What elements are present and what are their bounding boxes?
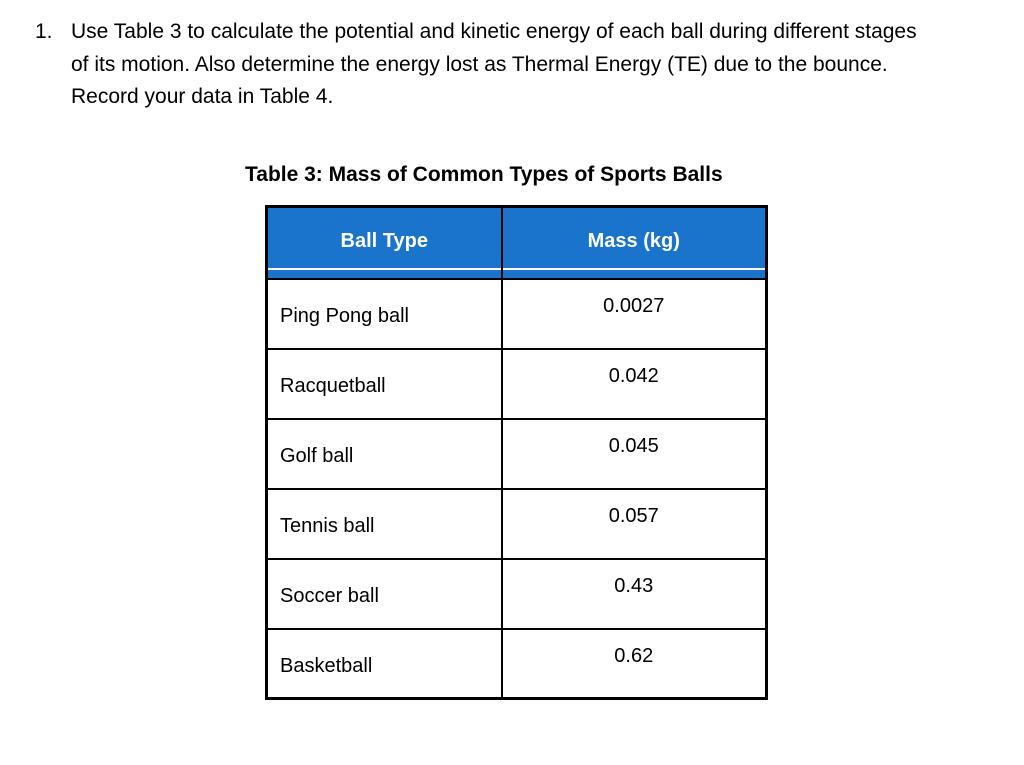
- question-line-2: of its motion. Also determine the energy…: [71, 52, 888, 76]
- mass-value-cell: 0.045: [500, 417, 768, 490]
- sports-balls-table: Ball Type Mass (kg) Ping Pong ball 0.002…: [265, 205, 768, 700]
- ball-type-cell: Ping Pong ball: [265, 277, 503, 350]
- table-row: Soccer ball 0.43: [265, 557, 768, 630]
- question-item: 1. Use Table 3 to calculate the potentia…: [35, 16, 1010, 114]
- table-title: Table 3: Mass of Common Types of Sports …: [245, 163, 723, 186]
- column-header-ball-type: Ball Type: [265, 205, 503, 280]
- ball-type-cell: Soccer ball: [265, 557, 503, 630]
- question-line-3: Record your data in Table 4.: [71, 85, 334, 108]
- table-row: Basketball 0.62: [265, 627, 768, 700]
- table-row: Tennis ball 0.057: [265, 487, 768, 560]
- mass-value-cell: 0.43: [500, 557, 768, 630]
- ball-type-cell: Basketball: [265, 627, 503, 700]
- mass-value-cell: 0.042: [500, 347, 768, 420]
- table-row: Golf ball 0.045: [265, 417, 768, 490]
- question-number: 1.: [35, 20, 53, 43]
- question-line-1: Use Table 3 to calculate the potential a…: [71, 20, 917, 43]
- question-text: Use Table 3 to calculate the potential a…: [71, 16, 917, 114]
- ball-type-cell: Tennis ball: [265, 487, 503, 560]
- table-row: Racquetball 0.042: [265, 347, 768, 420]
- mass-value-cell: 0.0027: [500, 277, 768, 350]
- mass-value-cell: 0.62: [500, 627, 768, 700]
- ball-type-cell: Golf ball: [265, 417, 503, 490]
- table-row: Ping Pong ball 0.0027: [265, 277, 768, 350]
- table-header-row: Ball Type Mass (kg): [265, 205, 768, 280]
- mass-value-cell: 0.057: [500, 487, 768, 560]
- ball-type-cell: Racquetball: [265, 347, 503, 420]
- column-header-mass: Mass (kg): [500, 205, 768, 280]
